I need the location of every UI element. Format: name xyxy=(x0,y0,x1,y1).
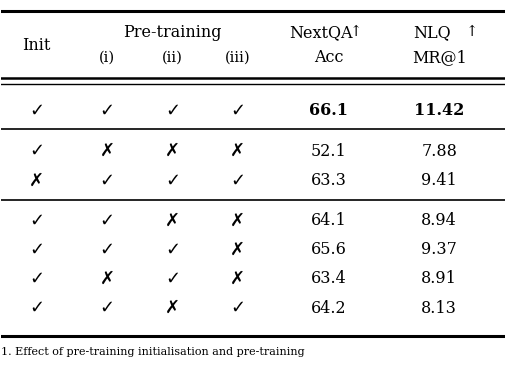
Text: 8.13: 8.13 xyxy=(421,300,456,317)
Text: (ii): (ii) xyxy=(162,51,183,65)
Text: 11.42: 11.42 xyxy=(413,102,464,120)
Text: ✗: ✗ xyxy=(230,212,245,230)
Text: ✗: ✗ xyxy=(230,270,245,288)
Text: ✓: ✓ xyxy=(29,270,44,288)
Text: Pre-training: Pre-training xyxy=(123,24,221,41)
Text: 8.91: 8.91 xyxy=(421,270,456,287)
Text: ✗: ✗ xyxy=(99,142,115,160)
Text: ✓: ✓ xyxy=(29,299,44,317)
Text: ✗: ✗ xyxy=(165,299,180,317)
Text: ✓: ✓ xyxy=(230,171,245,190)
Text: 66.1: 66.1 xyxy=(309,102,347,120)
Text: ✓: ✓ xyxy=(99,241,115,259)
Text: ✓: ✓ xyxy=(165,171,180,190)
Text: ✗: ✗ xyxy=(230,142,245,160)
Text: ✓: ✓ xyxy=(99,212,115,230)
Text: 64.1: 64.1 xyxy=(310,212,346,229)
Text: ↑: ↑ xyxy=(465,25,477,39)
Text: 64.2: 64.2 xyxy=(310,300,345,317)
Text: (iii): (iii) xyxy=(225,51,250,65)
Text: ✓: ✓ xyxy=(165,241,180,259)
Text: ✓: ✓ xyxy=(29,212,44,230)
Text: 52.1: 52.1 xyxy=(310,143,346,160)
Text: ✓: ✓ xyxy=(99,171,115,190)
Text: NextQA: NextQA xyxy=(289,24,352,41)
Text: ✗: ✗ xyxy=(165,142,180,160)
Text: 9.37: 9.37 xyxy=(421,241,456,258)
Text: ✗: ✗ xyxy=(230,241,245,259)
Text: ✗: ✗ xyxy=(99,270,115,288)
Text: (i): (i) xyxy=(99,51,115,65)
Text: ✓: ✓ xyxy=(165,102,180,120)
Text: ✓: ✓ xyxy=(230,102,245,120)
Text: 63.3: 63.3 xyxy=(310,172,346,189)
Text: ✓: ✓ xyxy=(29,102,44,120)
Text: Init: Init xyxy=(22,37,50,54)
Text: ↑: ↑ xyxy=(349,25,362,39)
Text: ✗: ✗ xyxy=(165,212,180,230)
Text: ✓: ✓ xyxy=(230,299,245,317)
Text: 8.94: 8.94 xyxy=(421,212,456,229)
Text: ✓: ✓ xyxy=(165,270,180,288)
Text: MR@1: MR@1 xyxy=(411,50,466,67)
Text: ✓: ✓ xyxy=(29,241,44,259)
Text: 1. Effect of pre-training initialisation and pre-training: 1. Effect of pre-training initialisation… xyxy=(2,347,305,357)
Text: 7.88: 7.88 xyxy=(421,143,456,160)
Text: Acc: Acc xyxy=(313,50,342,67)
Text: ✗: ✗ xyxy=(29,171,44,190)
Text: NLQ: NLQ xyxy=(412,24,449,41)
Text: ✓: ✓ xyxy=(99,102,115,120)
Text: 9.41: 9.41 xyxy=(421,172,456,189)
Text: 65.6: 65.6 xyxy=(310,241,346,258)
Text: 63.4: 63.4 xyxy=(310,270,346,287)
Text: ✓: ✓ xyxy=(29,142,44,160)
Text: ✓: ✓ xyxy=(99,299,115,317)
